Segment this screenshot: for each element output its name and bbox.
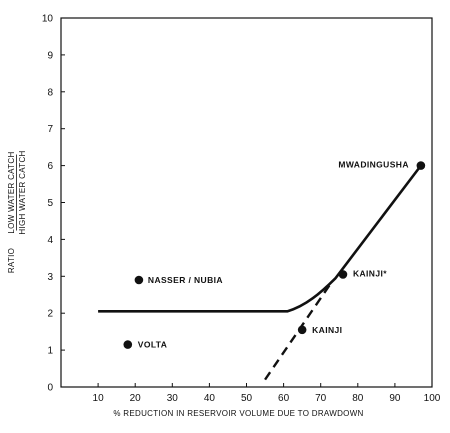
y-tick-label: 4 [47,235,53,246]
data-point [338,270,348,279]
point-label: VOLTA [138,340,168,350]
point-label: KAINJI [312,325,342,335]
point-label: NASSER / NUBIA [148,275,223,285]
y-tick-label: 5 [47,198,53,209]
data-points: MWADINGUSHA KAINJI* NASSER / NUBIA KAINJI VO… [123,160,426,350]
point-label: KAINJI* [353,268,387,278]
data-point [134,275,144,285]
y-tick-label: 6 [47,161,53,172]
y-tick-label: 2 [47,309,53,320]
trend-line-solid [98,164,422,313]
data-point [123,340,133,349]
y-tick-label: 10 [42,14,54,25]
fit-lines [98,164,422,381]
data-point [297,325,307,335]
y-axis-title-prefix: RATIO [7,248,16,273]
x-axis-title: % REDUCTION IN RESERVOIR VOLUME DUE TO D… [113,409,363,418]
y-tick-label: 9 [47,50,53,61]
y-axis-title: RATIO LOW WATER CATCH HIGH WATER CATCH [7,150,27,273]
point-label: MWADINGUSHA [338,160,409,170]
x-tick-label: 90 [389,393,401,404]
x-tick-label: 40 [204,393,216,404]
x-tick-label: 80 [352,393,364,404]
x-tick-label: 60 [278,393,290,404]
x-tick-label: 20 [130,393,142,404]
x-tick-label: 50 [241,393,253,404]
y-tick-label: 3 [47,272,53,283]
y-tick-label: 0 [47,383,53,394]
x-tick-label: 100 [424,393,441,404]
x-tick-label: 10 [93,393,105,404]
plot-frame [60,17,433,388]
trend-line-dashed [264,281,333,381]
y-axis-title-numerator: LOW WATER CATCH [7,151,16,233]
x-tick-label: 70 [315,393,327,404]
x-tick-label: 30 [167,393,179,404]
axis-ticks: 10 20 30 40 50 60 70 80 90 100 0 1 2 3 4 5 6 7 8 9 10 [42,14,441,405]
data-point [416,161,426,170]
y-tick-label: 1 [47,346,53,357]
y-tick-label: 8 [47,87,53,98]
y-tick-label: 7 [47,124,53,135]
y-axis-title-denominator: HIGH WATER CATCH [18,150,27,234]
